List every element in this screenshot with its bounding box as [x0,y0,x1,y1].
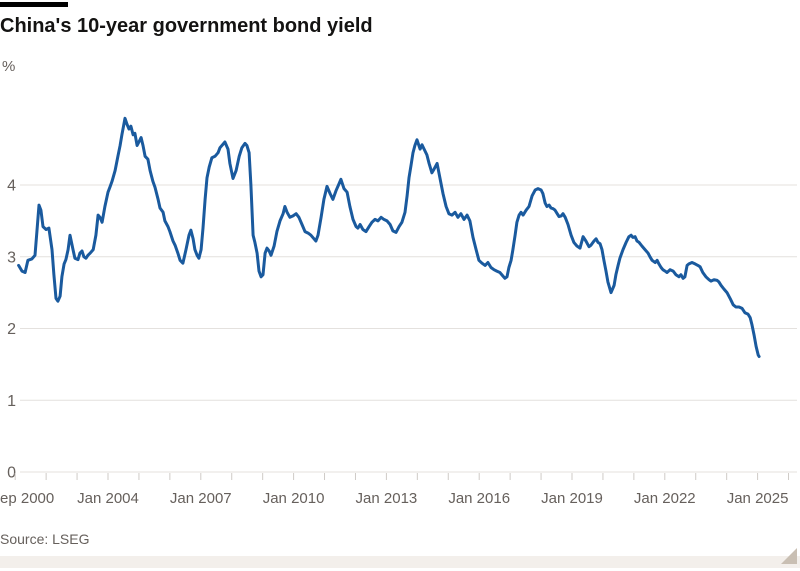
y-tick-label: 3 [7,249,16,266]
x-tick-label: Jan 2019 [541,490,603,507]
x-tick-label: Jan 2016 [448,490,510,507]
x-tick-label: Jan 2022 [634,490,696,507]
y-axis-unit-label: % [2,58,16,75]
page-title: China's 10-year government bond yield [0,15,373,37]
x-tick-label: Jan 2013 [356,490,418,507]
y-tick-label: 2 [7,321,16,338]
x-tick-label: Jan 2007 [170,490,232,507]
footer-band [0,556,800,568]
y-tick-label: 0 [7,465,16,482]
title-accent-bar [0,2,68,7]
x-tick-label-start: ep 2000 [0,490,54,507]
x-tick-label: Jan 2010 [263,490,325,507]
resize-handle-icon [781,548,797,564]
y-tick-label: 1 [7,393,16,410]
yield-line-series [17,116,761,358]
y-tick-label: 4 [7,178,16,195]
x-tick-label: Jan 2004 [77,490,139,507]
x-tick-label: Jan 2025 [727,490,789,507]
source-label: Source: LSEG [0,531,90,547]
